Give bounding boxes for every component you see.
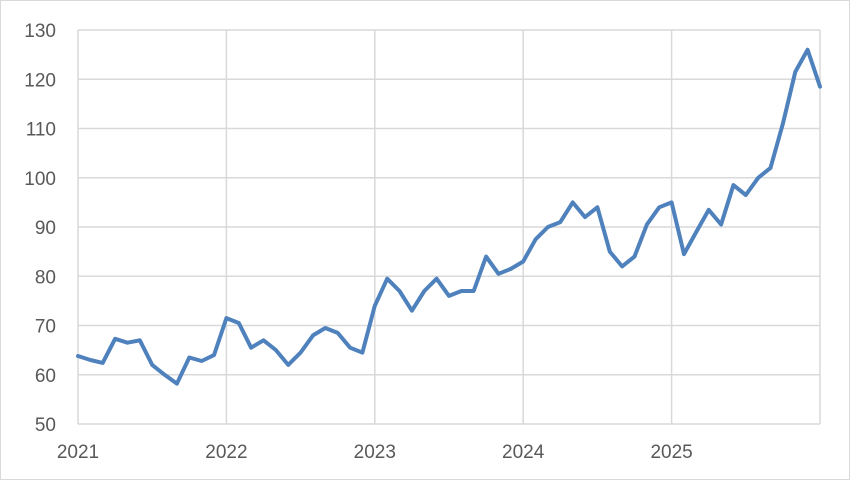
y-tick-label: 90 xyxy=(35,218,56,239)
y-tick-label: 60 xyxy=(35,366,56,387)
y-tick-label: 100 xyxy=(24,169,56,190)
x-tick-label: 2022 xyxy=(205,442,247,463)
y-tick-label: 50 xyxy=(35,415,56,436)
x-tick-label: 2024 xyxy=(502,442,545,463)
y-tick-label: 120 xyxy=(24,70,56,91)
x-tick-label: 2021 xyxy=(57,442,99,463)
y-tick-label: 110 xyxy=(26,120,56,141)
x-tick-label: 2025 xyxy=(650,442,692,463)
y-tick-label: 80 xyxy=(35,267,56,288)
x-tick-label: 2023 xyxy=(354,442,396,463)
series-line xyxy=(76,47,822,386)
y-tick-label: 130 xyxy=(24,21,56,42)
y-tick-label: 70 xyxy=(35,317,56,338)
